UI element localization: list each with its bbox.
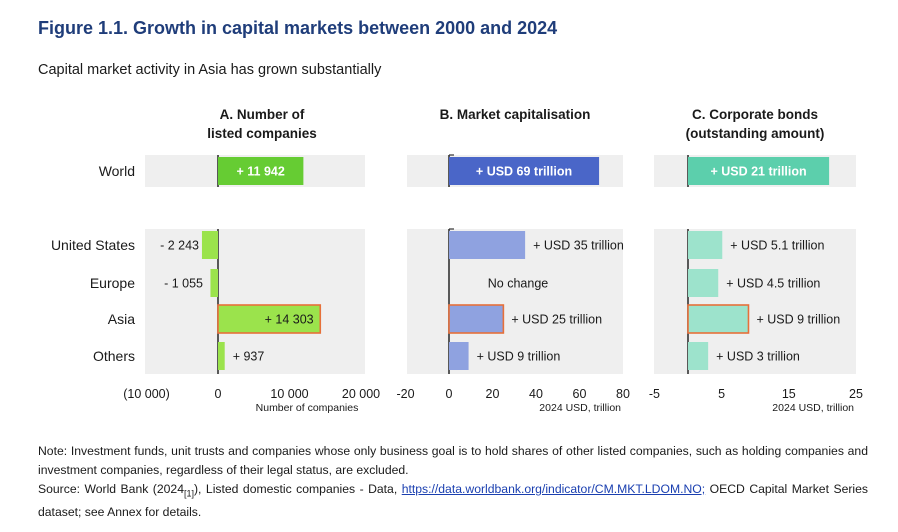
notes: Note: Investment funds, unit trusts and … xyxy=(38,442,868,522)
panel-b-tick-label: 60 xyxy=(573,387,587,401)
source-prefix: Source: World Bank (2024 xyxy=(38,482,184,496)
panel-c-bar-europe xyxy=(688,269,719,297)
panel-c-bar-world xyxy=(688,157,830,185)
panel-b-label-united-states: + USD 35 trillion xyxy=(533,239,624,253)
figure-subtitle: Capital market activity in Asia has grow… xyxy=(38,62,382,78)
panel-c-tick-label: 5 xyxy=(718,387,725,401)
source-link[interactable]: https://data.worldbank.org/indicator/CM.… xyxy=(401,482,706,496)
source-mid: ), Listed domestic companies - Data, xyxy=(194,482,402,496)
panel-a-tick-label: 0 xyxy=(215,387,222,401)
category-label-asia: Asia xyxy=(108,311,135,327)
panel-a-tick-label: (10 000) xyxy=(123,387,170,401)
panel-b-bar-world xyxy=(449,157,600,185)
panel-b-bar-others xyxy=(449,342,469,370)
panel-b-tick-label: 40 xyxy=(529,387,543,401)
panel-b-label-asia: + USD 25 trillion xyxy=(511,313,602,327)
panel-c-label-world: + USD 21 trillion xyxy=(710,165,806,179)
panel-a-bar-united-states xyxy=(201,231,218,259)
panel-a-label-world: + 11 942 xyxy=(237,165,285,179)
panel-c-title: C. Corporate bonds xyxy=(692,107,818,122)
panel-c-bar-united-states xyxy=(688,231,723,259)
panel-a-bar-europe xyxy=(210,269,218,297)
panel-c-xlabel: 2024 USD, trillion xyxy=(772,402,854,414)
panel-c-tick-label: 15 xyxy=(782,387,796,401)
panel-c-tick-label: -5 xyxy=(649,387,660,401)
panel-b-title: B. Market capitalisation xyxy=(440,107,591,122)
source-text: Source: World Bank (2024[1]), Listed dom… xyxy=(38,480,868,522)
panel-a-bar-world xyxy=(218,157,304,185)
panel-b-label-others: + USD 9 trillion xyxy=(477,350,561,364)
panel-c-tick-label: 25 xyxy=(849,387,863,401)
panel-a-tick-label: 10 000 xyxy=(270,387,308,401)
source-ref[interactable]: [1] xyxy=(183,488,194,499)
category-label-united-states: United States xyxy=(51,237,135,253)
charts-svg: World United States Europe Asia Others A. Num… xyxy=(51,107,863,414)
panel-b-tick-label: 80 xyxy=(616,387,630,401)
panel-b-tick-label: 20 xyxy=(486,387,500,401)
panel-c-label-others: + USD 3 trillion xyxy=(716,350,800,364)
panel-b-bar-asia xyxy=(448,304,505,334)
panel-c-label-europe: + USD 4.5 trillion xyxy=(726,277,820,291)
panel-b-bar-united-states xyxy=(449,231,526,259)
panel-a-tick-label: 20 000 xyxy=(342,387,380,401)
panel-a-bar-asia xyxy=(217,304,322,334)
panel-b-label-world: + USD 69 trillion xyxy=(476,165,572,179)
panel-a-label-asia: + 14 303 xyxy=(265,313,314,327)
panel-b-tick-label: 0 xyxy=(446,387,453,401)
figure-title: Figure 1.1. Growth in capital markets be… xyxy=(38,18,558,38)
panel-b-tick-label: -20 xyxy=(396,387,414,401)
panel-c-bar-asia xyxy=(687,304,750,334)
panel-c-label-asia: + USD 9 trillion xyxy=(756,313,840,327)
category-label-others: Others xyxy=(93,348,135,364)
panel-a-title: A. Number of xyxy=(220,107,305,122)
panel-a-label-others: + 937 xyxy=(233,350,265,364)
category-label-world: World xyxy=(99,163,135,179)
panel-a-band xyxy=(145,229,365,374)
note-text: Note: Investment funds, unit trusts and … xyxy=(38,444,868,477)
panel-a-bar-others xyxy=(218,342,225,370)
panel-c-title: (outstanding amount) xyxy=(686,126,825,141)
panel-c-bar-others xyxy=(688,342,709,370)
source-suffix: OECD Capital Market Series dataset; see … xyxy=(38,482,868,520)
panel-b-xlabel: 2024 USD, trillion xyxy=(539,402,621,414)
panel-a-label-united-states: - 2 243 xyxy=(160,239,199,253)
category-label-europe: Europe xyxy=(90,275,135,291)
panel-a-label-europe: - 1 055 xyxy=(164,277,203,291)
panel-b-label-europe: No change xyxy=(488,277,549,291)
panel-a-title: listed companies xyxy=(207,126,317,141)
panel-a-xlabel: Number of companies xyxy=(256,402,359,414)
panel-c-label-united-states: + USD 5.1 trillion xyxy=(730,239,824,253)
